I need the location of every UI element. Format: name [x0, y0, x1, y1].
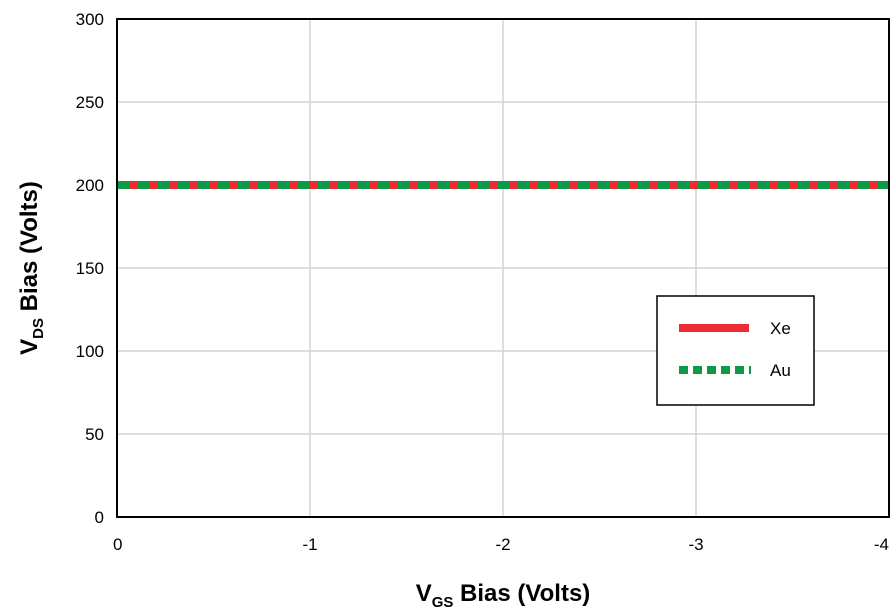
legend-label-xe: Xe	[770, 319, 791, 338]
x-tick-labels: 0 -1 -2 -3 -4	[113, 535, 889, 554]
legend-box	[656, 295, 815, 406]
y-axis-title-main: V	[16, 339, 43, 355]
y-tick-label: 100	[76, 342, 104, 361]
y-axis-title-rest: Bias (Volts)	[16, 181, 43, 318]
y-axis-title: VDS Bias (Volts)	[16, 181, 47, 355]
legend: Xe Au	[656, 295, 815, 406]
x-tick-label: -2	[495, 535, 510, 554]
y-tick-label: 250	[76, 93, 104, 112]
grid	[116, 18, 890, 518]
x-tick-label: -1	[302, 535, 317, 554]
x-tick-label: 0	[113, 535, 122, 554]
legend-label-au: Au	[770, 361, 791, 380]
x-axis-title-sub: GS	[432, 594, 454, 611]
y-tick-labels: 0 50 100 150 200 250 300	[76, 10, 104, 527]
y-tick-label: 150	[76, 259, 104, 278]
y-tick-label: 300	[76, 10, 104, 29]
x-axis-title-rest: Bias (Volts)	[453, 580, 590, 607]
y-axis-title-sub: DS	[30, 318, 47, 339]
y-tick-label: 50	[85, 425, 104, 444]
x-axis-title: VGS Bias (Volts)	[416, 580, 591, 611]
y-tick-label: 200	[76, 176, 104, 195]
y-tick-label: 0	[95, 508, 104, 527]
plot-area-frame	[116, 18, 890, 518]
x-tick-label: -3	[688, 535, 703, 554]
x-tick-label: -4	[874, 535, 889, 554]
x-axis-title-main: V	[416, 580, 432, 607]
